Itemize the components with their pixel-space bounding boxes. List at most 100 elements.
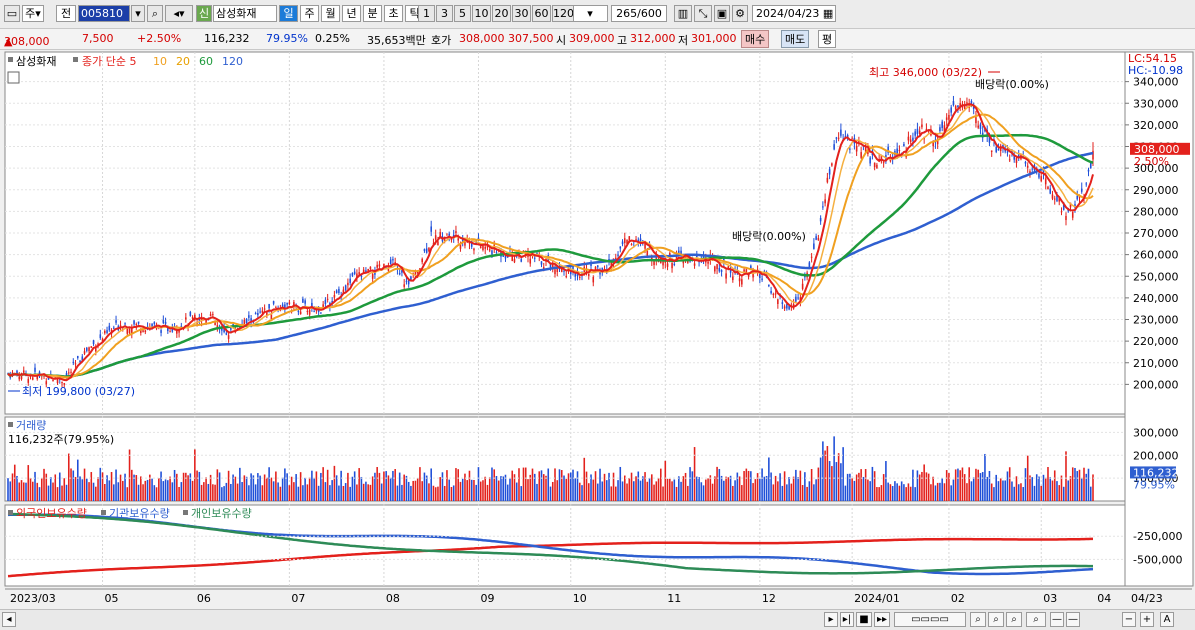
- volume-bar: [119, 474, 122, 501]
- interval-5[interactable]: 5: [454, 5, 471, 22]
- prev-button[interactable]: 전: [56, 5, 76, 22]
- stock-code-input[interactable]: 005810: [78, 5, 130, 22]
- volume-bar: [268, 467, 270, 501]
- candle-body: [360, 275, 363, 277]
- interval-60[interactable]: 60: [532, 5, 551, 22]
- volume-bar: [729, 475, 732, 501]
- zoom-search-icon[interactable]: ⌕: [1026, 612, 1046, 627]
- volume-bar: [522, 467, 525, 501]
- interval-30[interactable]: 30: [512, 5, 531, 22]
- candle-body: [376, 264, 378, 268]
- candle-body: [61, 381, 63, 384]
- count-field[interactable]: 265/600: [611, 5, 667, 22]
- zoom-reset-icon[interactable]: ⌕: [1006, 612, 1022, 627]
- tab-5[interactable]: 초: [384, 5, 403, 22]
- gear-icon[interactable]: ⚙: [732, 5, 748, 22]
- volume-bar: [1053, 470, 1056, 501]
- volume-bar: [711, 483, 714, 501]
- volume-bar: [1029, 475, 1031, 501]
- volume-bar: [466, 480, 468, 501]
- volume-bar: [459, 481, 462, 501]
- volume-bar: [117, 482, 120, 501]
- candle-body: [1031, 168, 1034, 170]
- tab-3[interactable]: 년: [342, 5, 361, 22]
- sell-button[interactable]: 매도: [781, 30, 810, 48]
- scroll-right-icon[interactable]: ▸: [824, 612, 838, 627]
- volume-bar: [169, 476, 171, 501]
- candle-body: [164, 321, 167, 324]
- volume-bar: [954, 469, 957, 501]
- pan-left-icon[interactable]: —: [1050, 612, 1064, 627]
- plus-icon[interactable]: +: [1140, 612, 1154, 627]
- tab-0[interactable]: 일: [279, 5, 298, 22]
- zoom-in-icon[interactable]: ⌕: [970, 612, 986, 627]
- scroll-mid-icon[interactable]: —: [1066, 612, 1080, 627]
- volume-bar: [864, 469, 867, 501]
- draw-tool-icon[interactable]: ⤡: [694, 5, 712, 22]
- volume-bar: [317, 485, 320, 501]
- volume-bar: [306, 484, 309, 501]
- volume-bar: [547, 468, 550, 501]
- fast-forward-icon[interactable]: ▸▸: [874, 612, 890, 627]
- volume-bar: [687, 485, 689, 501]
- candle-body: [626, 239, 628, 244]
- tab-4[interactable]: 분: [363, 5, 382, 22]
- search-icon[interactable]: ⌕: [147, 5, 163, 22]
- end-icon[interactable]: ▸|: [840, 612, 854, 627]
- candle-body: [461, 237, 464, 243]
- interval-1[interactable]: 1: [418, 5, 435, 22]
- chart-area[interactable]: 2023/03 05 06 07 08 09 10 11 12 2024/01 02 03 04 04/2…: [0, 50, 1195, 609]
- volume-bar: [903, 484, 905, 501]
- volume-bar: [959, 470, 961, 501]
- stop-icon[interactable]: ■: [856, 612, 872, 627]
- volume-bar: [398, 472, 401, 501]
- code-dropdown[interactable]: ▾: [131, 5, 145, 22]
- interval-20[interactable]: 20: [492, 5, 511, 22]
- volume-tick-label: 300,000: [1133, 426, 1179, 439]
- volume-bar: [880, 485, 883, 501]
- interval-120[interactable]: 120: [552, 5, 574, 22]
- candle-body: [741, 279, 743, 285]
- candle-body: [1087, 169, 1090, 172]
- zoom-out-icon[interactable]: ⌕: [988, 612, 1004, 627]
- eval-button[interactable]: 평: [818, 30, 837, 48]
- sound-icon[interactable]: ◂▾: [165, 5, 193, 22]
- date-field[interactable]: 2024/04/23 ▦: [752, 5, 836, 22]
- candle-body: [1040, 176, 1043, 181]
- volume-bar: [578, 482, 581, 501]
- candle-body: [585, 268, 588, 273]
- period-select[interactable]: 주▾: [22, 5, 44, 22]
- blank-select[interactable]: ▾: [572, 5, 608, 22]
- volume-bar: [581, 485, 583, 501]
- holding-tick-label: -500,000: [1133, 553, 1182, 566]
- tab-1[interactable]: 주: [300, 5, 319, 22]
- buy-button[interactable]: 매수: [741, 30, 770, 48]
- volume-bar: [795, 469, 797, 501]
- interval-3[interactable]: 3: [436, 5, 453, 22]
- window-icon[interactable]: ▭: [4, 5, 20, 22]
- minus-icon[interactable]: −: [1122, 612, 1136, 627]
- candle-body: [840, 129, 842, 136]
- volume-bar: [374, 472, 376, 501]
- market-badge: 신: [196, 5, 212, 22]
- save-icon[interactable]: ▣: [714, 5, 730, 22]
- zoom-slider[interactable]: ▭▭▭▭: [894, 612, 966, 627]
- chart-type-icon[interactable]: ▥: [674, 5, 692, 22]
- price-chart-svg[interactable]: 2023/03 05 06 07 08 09 10 11 12 2024/01 02 03 04 04/2…: [0, 50, 1195, 609]
- volume-bar: [315, 471, 318, 501]
- tab-2[interactable]: 월: [321, 5, 340, 22]
- candle-body: [85, 347, 88, 351]
- bottom-scrollbar[interactable]: ◂ ▸ ▸| ■ ▸▸ ▭▭▭▭ ⌕ ⌕ ⌕ ⌕ — — − + A: [0, 609, 1195, 630]
- candle-body: [524, 253, 527, 255]
- scroll-left-icon[interactable]: ◂: [2, 612, 16, 627]
- interval-10[interactable]: 10: [472, 5, 491, 22]
- font-size-icon[interactable]: A: [1160, 612, 1174, 627]
- candle-body: [959, 103, 961, 108]
- x-tick-label: 2023/03: [10, 592, 56, 605]
- volume-bar: [502, 476, 505, 501]
- candle-body: [653, 260, 655, 265]
- candle-body: [549, 264, 552, 268]
- candle-body: [76, 356, 79, 359]
- candle-body: [254, 313, 257, 315]
- candle-body: [259, 311, 261, 313]
